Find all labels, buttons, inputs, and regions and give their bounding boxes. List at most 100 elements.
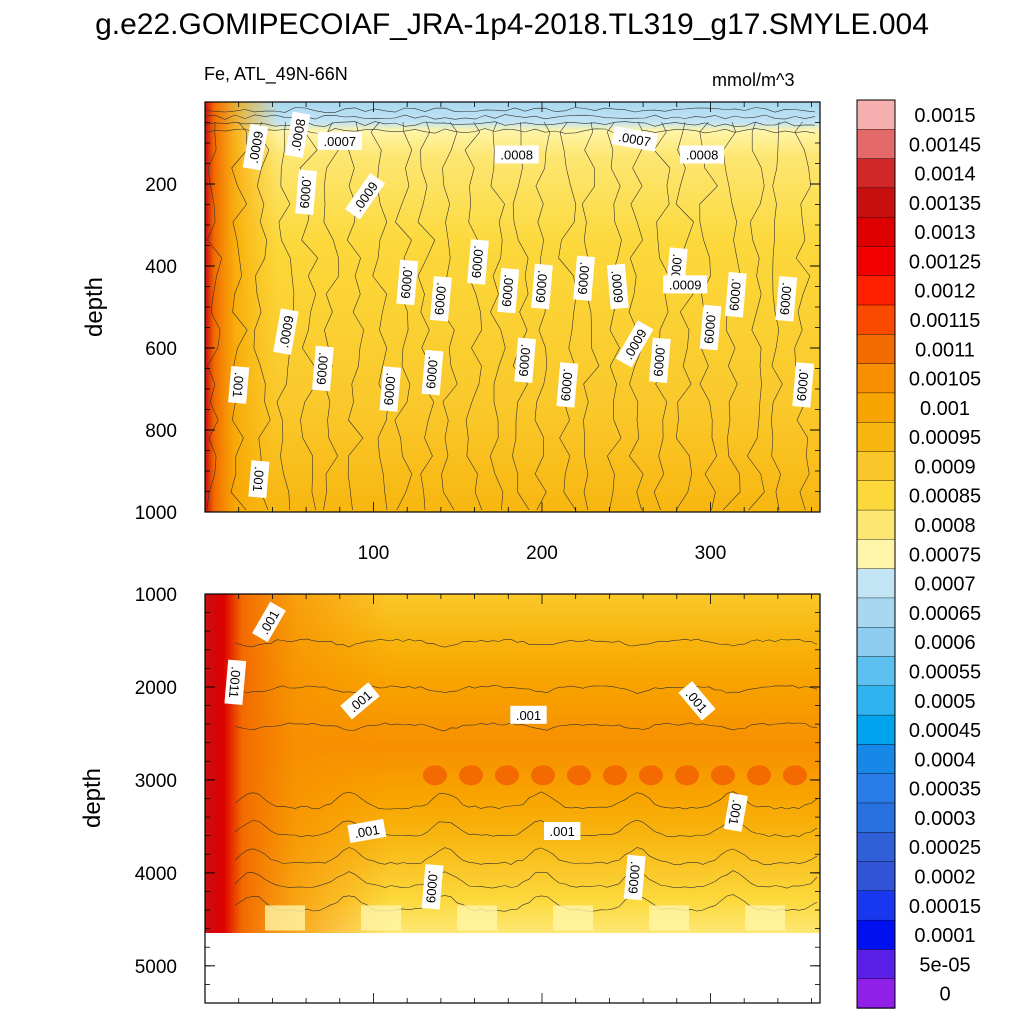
colorbar-label: 0.00015 (909, 896, 981, 918)
contour-label: .0009 (497, 267, 520, 314)
contour-label: .0008 (494, 145, 539, 164)
colorbar-swatch (856, 539, 896, 570)
contour-label: .001 (723, 792, 748, 832)
upper-contour-line (230, 121, 248, 511)
contour-label-bg (421, 864, 444, 910)
contour-label-text: .0009 (499, 274, 517, 308)
mid-depth-patch (531, 765, 555, 786)
lower-contour-line (234, 638, 818, 648)
colorbar-label: 0.00115 (910, 310, 981, 332)
colorbar: 0.0015 0.00145 0.0014 0.00135 0.0013 0.00125 0… (856, 99, 981, 1009)
colorbar-label: 0.0015 (914, 105, 975, 127)
contour-label-text: .0009 (726, 278, 744, 312)
contour-label-bg (273, 308, 299, 355)
contour-label: .0008 (680, 145, 725, 164)
contour-label-bg (724, 271, 747, 318)
mid-depth-patch (567, 765, 591, 786)
contour-label-bg (775, 276, 798, 322)
colorbar-label: 0.001 (920, 398, 970, 420)
colorbar-swatch (856, 685, 896, 716)
contour-label: .0009 (531, 263, 553, 310)
contour-label: .0011 (224, 659, 247, 706)
contour-label-text: .001 (550, 824, 575, 839)
lower-contour-line (234, 722, 818, 732)
contour-label-bg (497, 267, 520, 314)
mid-depth-patch (603, 765, 627, 786)
colorbar-swatch (856, 978, 896, 1009)
colorbar-label: 0.00105 (909, 369, 981, 391)
lower-contour-labels: .001.0011.001.001.001.001.001.001.0009.0… (224, 601, 748, 910)
contour-label-text: .001 (250, 466, 267, 493)
contour-label: .0009 (430, 276, 452, 322)
contour-label-text: .0009 (669, 277, 702, 292)
upper-contour-line (746, 121, 765, 511)
contour-label-bg (623, 854, 646, 901)
upper-surface-contour (204, 107, 816, 113)
y-tick-label: 3000 (135, 771, 177, 792)
contour-label-bg (723, 792, 748, 832)
deep-light-patch (745, 905, 785, 931)
contour-label-bg (649, 337, 671, 384)
colorbar-label: 0.0001 (914, 925, 975, 947)
contour-label-text: .0009 (558, 368, 576, 402)
colorbar-swatch (856, 509, 896, 541)
deep-light-patch (553, 905, 593, 931)
contour-label: .0009 (699, 304, 722, 351)
contour-label-bg (317, 131, 362, 150)
mid-depth-patch (747, 765, 771, 786)
contour-label: .001 (510, 705, 547, 724)
contour-label-text: .0008 (288, 118, 308, 153)
contour-label-text: .0009 (625, 861, 643, 895)
contour-label: .0009 (421, 864, 444, 910)
colorbar-swatch (856, 158, 896, 189)
contour-label: .0009 (514, 337, 536, 384)
contour-label-bg (556, 362, 579, 408)
colorbar-label: 0.0013 (914, 222, 975, 244)
lower-panel: .001.0011.001.001.001.001.001.001.0009.0… (135, 585, 821, 1004)
colorbar-label: 0.0007 (914, 574, 975, 596)
deep-light-patch (649, 905, 689, 931)
contour-label-bg (421, 349, 444, 396)
upper-contour-line (675, 121, 694, 511)
upper-contour-line (394, 121, 413, 511)
lower-contour-line (234, 685, 818, 694)
contour-label: .0009 (295, 169, 317, 215)
colorbar-swatch (856, 802, 896, 833)
upper-contour-line (206, 121, 223, 511)
colorbar-swatch (856, 99, 896, 130)
contour-label-bg (615, 320, 654, 368)
mid-depth-patch (675, 765, 699, 786)
contour-label: .0009 (663, 275, 708, 294)
colorbar-label: 0.00035 (909, 779, 981, 801)
y-tick-label: 200 (145, 175, 177, 196)
colorbar-swatch (856, 714, 896, 746)
colorbar-label: 0.00055 (909, 662, 981, 684)
upper-ylabel: depth (81, 277, 108, 337)
colorbar-swatch (856, 656, 896, 687)
contour-label-text: .0009 (794, 368, 812, 402)
contour-label-bg (295, 169, 317, 215)
colorbar-label: 0.0011 (915, 339, 975, 361)
upper-contour-line (489, 121, 506, 511)
lower-ylabel: depth (79, 768, 106, 828)
contour-label-text: .001 (726, 799, 745, 827)
lower-contour-line (234, 894, 818, 912)
contour-label-text: .0011 (226, 666, 244, 699)
upper-contour-line (417, 121, 436, 511)
contour-label-bg (285, 111, 311, 159)
contour-label-bg (699, 304, 722, 351)
colorbar-label: 5e-05 (919, 954, 970, 976)
contour-label-bg (345, 173, 386, 220)
contour-label-text: .0009 (423, 870, 441, 904)
contour-label-text: .0009 (381, 372, 399, 406)
contour-label-text: .0009 (297, 175, 315, 209)
contour-label-bg (224, 659, 247, 706)
colorbar-swatch (856, 773, 896, 804)
contour-label-text: .0009 (398, 265, 416, 299)
x-tick-label: 100 (358, 543, 390, 564)
mid-depth-patch (783, 765, 807, 786)
deep-light-patch (457, 905, 497, 931)
colorbar-label: 0.00095 (909, 427, 981, 449)
colorbar-label: 0.00045 (909, 720, 981, 742)
